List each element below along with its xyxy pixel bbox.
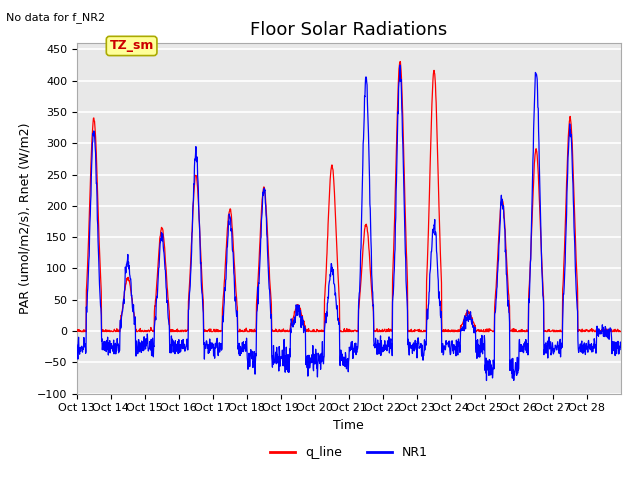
Text: TZ_sm: TZ_sm xyxy=(109,39,154,52)
Text: No data for f_NR2: No data for f_NR2 xyxy=(6,12,106,23)
Title: Floor Solar Radiations: Floor Solar Radiations xyxy=(250,21,447,39)
X-axis label: Time: Time xyxy=(333,419,364,432)
Legend: q_line, NR1: q_line, NR1 xyxy=(265,442,433,465)
Y-axis label: PAR (umol/m2/s), Rnet (W/m2): PAR (umol/m2/s), Rnet (W/m2) xyxy=(18,123,31,314)
